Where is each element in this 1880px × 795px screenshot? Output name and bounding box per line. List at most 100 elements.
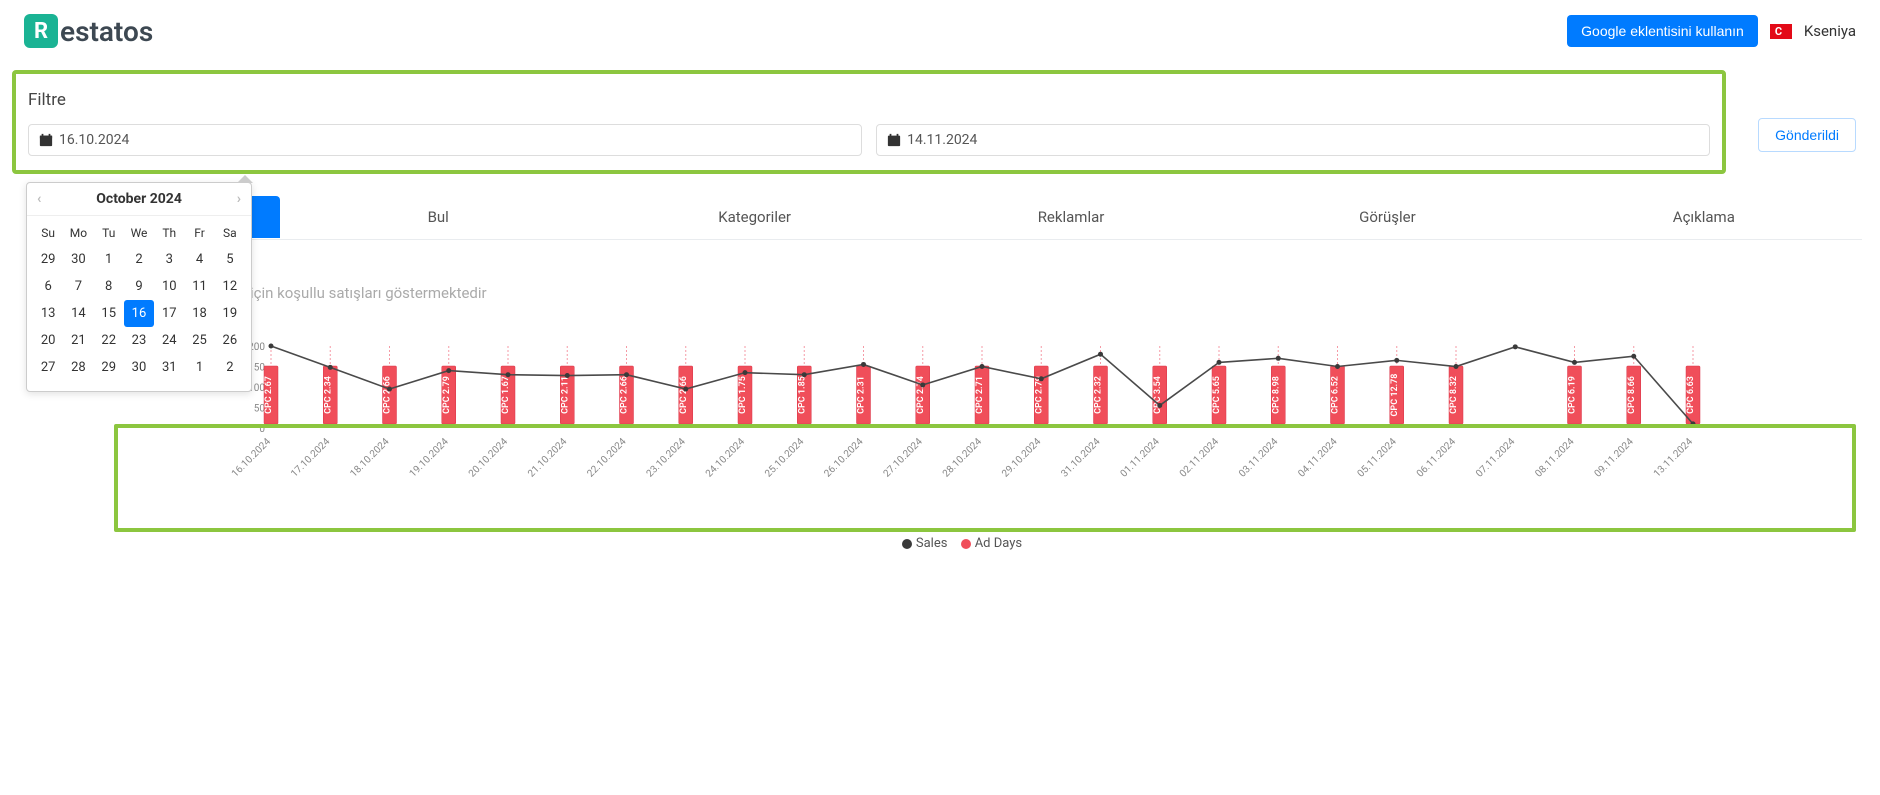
datepicker-day[interactable]: 1: [184, 354, 214, 381]
datepicker-day[interactable]: 26: [215, 327, 245, 354]
datepicker-day[interactable]: 2: [215, 354, 245, 381]
datepicker-day[interactable]: 25: [184, 327, 214, 354]
datepicker-day[interactable]: 1: [94, 246, 124, 273]
svg-text:CPC 2.79: CPC 2.79: [442, 376, 452, 414]
datepicker-day[interactable]: 20: [33, 327, 63, 354]
datepicker-day[interactable]: 11: [184, 273, 214, 300]
svg-text:CPC 1.85: CPC 1.85: [797, 376, 807, 414]
tab-gorusler[interactable]: Görüşler: [1229, 196, 1545, 238]
datepicker-day[interactable]: 16: [124, 300, 154, 327]
date-from-value: 16.10.2024: [59, 132, 129, 148]
svg-text:07.11.2024: 07.11.2024: [1474, 436, 1518, 480]
datepicker-day[interactable]: 7: [63, 273, 93, 300]
datepicker-day[interactable]: 18: [184, 300, 214, 327]
calendar-icon: [39, 133, 53, 147]
filter-panel: Filtre 16.10.2024 14.11.2024: [12, 70, 1726, 174]
datepicker-day[interactable]: 21: [63, 327, 93, 354]
svg-text:CPC 2.66: CPC 2.66: [679, 376, 689, 414]
datepicker-day[interactable]: 10: [154, 273, 184, 300]
svg-text:17.10.2024: 17.10.2024: [289, 436, 333, 480]
datepicker-day[interactable]: 4: [184, 246, 214, 273]
svg-text:CPC 2.32: CPC 2.32: [1094, 376, 1104, 414]
tab-reklamlar[interactable]: Reklamlar: [913, 196, 1229, 238]
datepicker-day[interactable]: 29: [94, 354, 124, 381]
svg-text:31.10.2024: 31.10.2024: [1059, 436, 1103, 480]
svg-text:CPC 3.54: CPC 3.54: [1153, 376, 1163, 414]
svg-text:22.10.2024: 22.10.2024: [585, 436, 629, 480]
datepicker-dow: Tu: [94, 220, 124, 246]
datepicker-day[interactable]: 3: [154, 246, 184, 273]
svg-text:16.10.2024: 16.10.2024: [230, 436, 274, 480]
datepicker-day[interactable]: 15: [94, 300, 124, 327]
datepicker-dow: Sa: [215, 220, 245, 246]
svg-text:CPC 2.79: CPC 2.79: [1034, 376, 1044, 414]
datepicker-day[interactable]: 30: [63, 246, 93, 273]
svg-text:CPC 8.66: CPC 8.66: [1627, 376, 1637, 414]
extension-button[interactable]: Google eklentisini kullanın: [1567, 15, 1758, 47]
date-to-input[interactable]: 14.11.2024: [876, 124, 1710, 156]
datepicker-dow: Fr: [184, 220, 214, 246]
date-from-input[interactable]: 16.10.2024: [28, 124, 862, 156]
svg-text:03.11.2024: 03.11.2024: [1237, 436, 1281, 480]
svg-text:04.11.2024: 04.11.2024: [1296, 436, 1340, 480]
datepicker-day[interactable]: 29: [33, 246, 63, 273]
datepicker-day[interactable]: 28: [63, 354, 93, 381]
tab-bul[interactable]: Bul: [280, 196, 596, 238]
datepicker-dow: We: [124, 220, 154, 246]
datepicker-popup: ‹ October 2024 › SuMoTuWeThFrSa293012345…: [26, 182, 252, 392]
svg-text:CPC 8.98: CPC 8.98: [1271, 376, 1281, 414]
datepicker-day[interactable]: 31: [154, 354, 184, 381]
chart-note: için koşullu satışları göstermektedir: [250, 284, 1862, 302]
datepicker-grid: SuMoTuWeThFrSa29301234567891011121314151…: [27, 216, 251, 391]
datepicker-dow: Mo: [63, 220, 93, 246]
svg-text:05.11.2024: 05.11.2024: [1356, 436, 1400, 480]
datepicker-day[interactable]: 19: [215, 300, 245, 327]
svg-text:21.10.2024: 21.10.2024: [526, 436, 570, 480]
svg-text:CPC 2.34: CPC 2.34: [323, 376, 333, 414]
datepicker-day[interactable]: 6: [33, 273, 63, 300]
tabs: Bul Kategoriler Reklamlar Görüşler Açıkl…: [52, 196, 1862, 239]
datepicker-day[interactable]: 5: [215, 246, 245, 273]
svg-text:CPC 2.71: CPC 2.71: [975, 376, 985, 414]
svg-text:27.10.2024: 27.10.2024: [882, 436, 926, 480]
legend-addays-label: Ad Days: [975, 536, 1022, 551]
datepicker-day[interactable]: 13: [33, 300, 63, 327]
svg-text:CPC 6.52: CPC 6.52: [1331, 376, 1341, 414]
svg-text:18.10.2024: 18.10.2024: [348, 436, 392, 480]
flag-icon[interactable]: [1770, 24, 1792, 39]
svg-text:CPC 2.74: CPC 2.74: [916, 376, 926, 414]
svg-text:02.11.2024: 02.11.2024: [1178, 436, 1222, 480]
svg-text:28.10.2024: 28.10.2024: [941, 436, 985, 480]
chart-area: Satışlar 050100150200CPC 2.67CPC 2.34CPC…: [52, 328, 1862, 551]
svg-text:19.10.2024: 19.10.2024: [408, 436, 452, 480]
tab-aciklama[interactable]: Açıklama: [1546, 196, 1862, 238]
svg-text:25.10.2024: 25.10.2024: [763, 436, 807, 480]
datepicker-day[interactable]: 9: [124, 273, 154, 300]
filter-title: Filtre: [28, 90, 1710, 110]
svg-text:0: 0: [259, 424, 265, 435]
datepicker-month-label: October 2024: [96, 191, 182, 207]
svg-text:CPC 5.65: CPC 5.65: [1212, 376, 1222, 414]
datepicker-day[interactable]: 8: [94, 273, 124, 300]
svg-text:20.10.2024: 20.10.2024: [467, 436, 511, 480]
svg-text:CPC 2.11: CPC 2.11: [560, 376, 570, 414]
datepicker-next-icon[interactable]: ›: [237, 191, 241, 207]
datepicker-day[interactable]: 14: [63, 300, 93, 327]
datepicker-day[interactable]: 17: [154, 300, 184, 327]
submit-button[interactable]: Gönderildi: [1758, 118, 1856, 152]
datepicker-day[interactable]: 22: [94, 327, 124, 354]
datepicker-day[interactable]: 23: [124, 327, 154, 354]
datepicker-day[interactable]: 2: [124, 246, 154, 273]
svg-text:13.11.2024: 13.11.2024: [1652, 436, 1696, 480]
brand-text: estatos: [60, 15, 153, 48]
svg-text:06.11.2024: 06.11.2024: [1415, 436, 1459, 480]
datepicker-day[interactable]: 24: [154, 327, 184, 354]
datepicker-day[interactable]: 27: [33, 354, 63, 381]
datepicker-prev-icon[interactable]: ‹: [37, 191, 41, 207]
date-to-value: 14.11.2024: [907, 132, 977, 148]
datepicker-day[interactable]: 30: [124, 354, 154, 381]
svg-text:CPC 2.66: CPC 2.66: [383, 376, 393, 414]
tab-kategoriler[interactable]: Kategoriler: [596, 196, 912, 238]
svg-text:24.10.2024: 24.10.2024: [704, 436, 748, 480]
datepicker-day[interactable]: 12: [215, 273, 245, 300]
